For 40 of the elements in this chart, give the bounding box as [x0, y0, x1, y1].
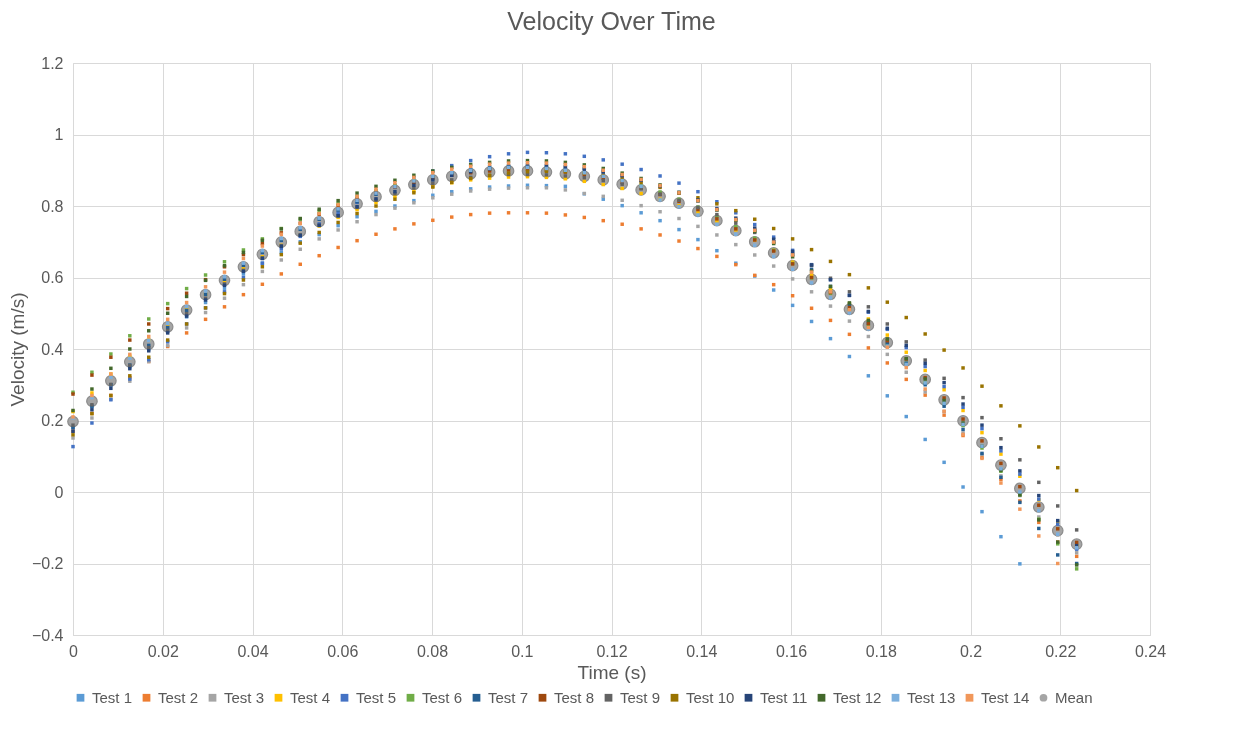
x-tick-label: 0.02: [147, 642, 179, 660]
y-tick-label: 1.2: [41, 54, 64, 72]
legend-label: Test 2: [158, 688, 199, 706]
x-tick-label: 0: [69, 642, 79, 660]
y-tick-label: 0.4: [41, 340, 64, 358]
y-tick-label: −0.2: [31, 555, 64, 572]
legend-label: Mean: [1055, 688, 1093, 706]
y-tick-label: 0: [54, 483, 64, 501]
x-tick-label: 0.04: [237, 642, 269, 660]
legend-label: Test 5: [356, 688, 397, 706]
chart-title: Velocity Over Time: [507, 7, 716, 35]
x-tick-label: 0.1: [511, 642, 534, 660]
x-tick-label: 0.18: [865, 642, 897, 660]
x-axis-title: Time (s): [577, 661, 647, 683]
legend-label: Test 14: [981, 688, 1030, 706]
legend-label: Test 1: [92, 688, 133, 706]
legend-label: Test 10: [686, 688, 735, 706]
y-tick-label: −0.4: [31, 626, 64, 644]
x-tick-label: 0.12: [596, 642, 628, 660]
legend-label: Test 4: [290, 688, 331, 706]
x-tick-label: 0.16: [775, 642, 808, 660]
legend-label: Test 11: [760, 688, 808, 706]
x-tick-label: 0.22: [1045, 642, 1077, 660]
legend-label: Test 6: [422, 688, 463, 706]
x-tick-label: 0.06: [327, 642, 359, 660]
legend-label: Test 12: [833, 688, 882, 706]
y-tick-label: 0.2: [41, 412, 64, 429]
x-tick-label: 0.08: [416, 642, 449, 660]
y-tick-label: 0.8: [41, 197, 64, 215]
x-tick-label: 0.14: [686, 642, 718, 660]
x-tick-label: 0.24: [1134, 642, 1167, 660]
x-tick-label: 0.2: [959, 642, 983, 660]
y-tick-label: 1: [54, 126, 64, 143]
legend-label: Test 8: [554, 688, 595, 706]
legend-label: Test 13: [907, 688, 956, 706]
y-tick-label: 0.6: [41, 269, 64, 286]
legend-label: Test 7: [488, 688, 529, 706]
legend-label: Test 3: [224, 688, 265, 706]
y-axis-title: Velocity (m/s): [6, 292, 28, 407]
legend-label: Test 9: [620, 688, 661, 706]
